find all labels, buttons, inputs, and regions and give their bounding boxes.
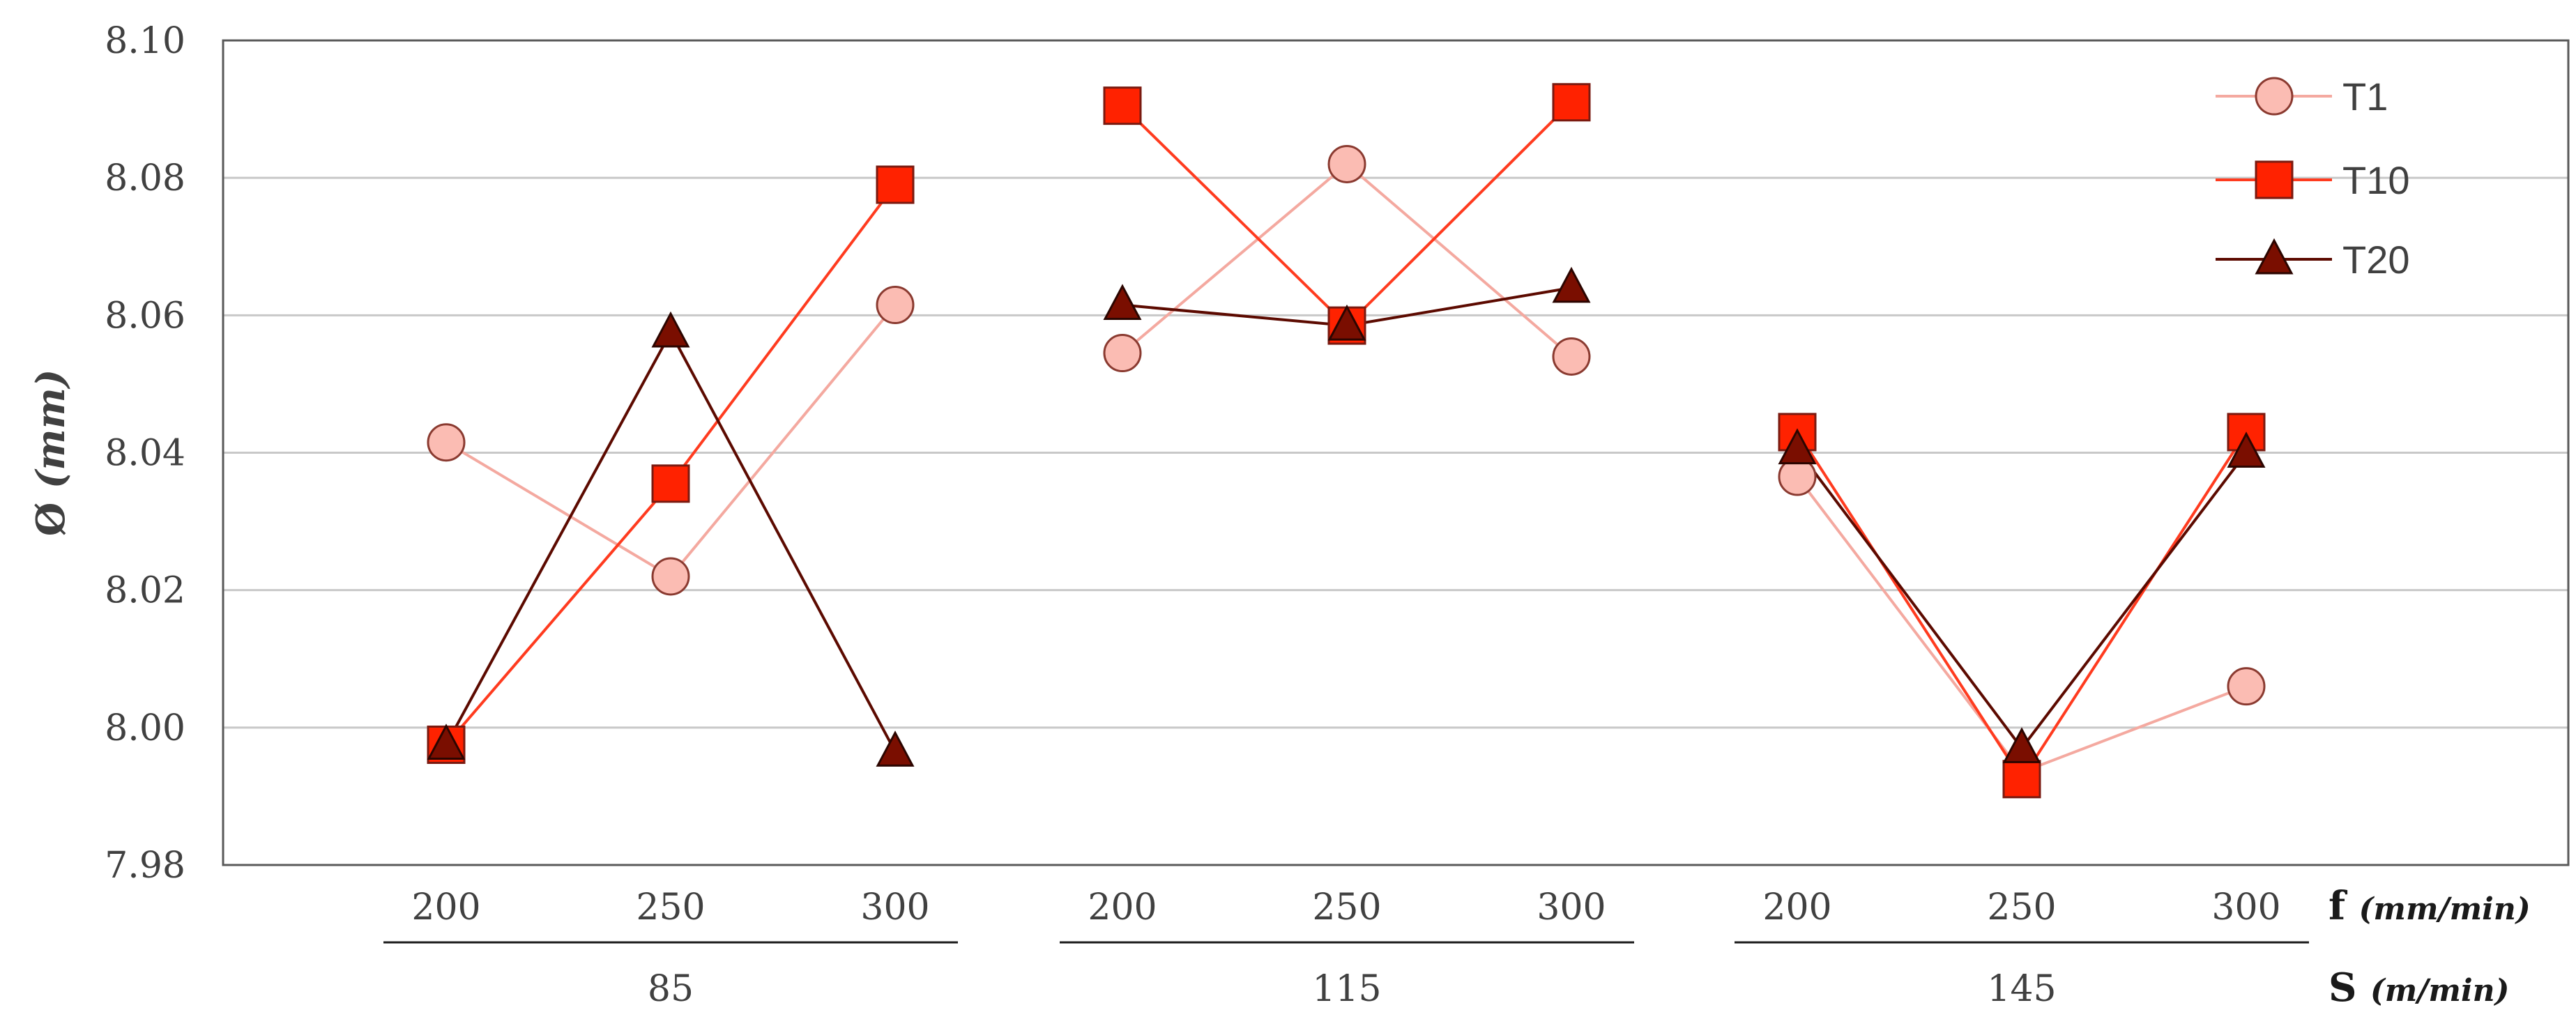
series-layer xyxy=(427,83,2266,799)
data-point-t10 xyxy=(651,464,690,503)
data-point-t10 xyxy=(1552,83,1591,122)
legend-label: T10 xyxy=(2342,158,2410,202)
y-tick-labels: 7.98 8.00 8.02 8.04 8.06 8.08 8.10 xyxy=(105,20,185,887)
data-point-t20 xyxy=(1552,266,1591,303)
legend-marker xyxy=(2255,77,2294,116)
legend-marker xyxy=(2255,238,2294,275)
y-tick-label: 8.10 xyxy=(105,20,185,62)
x-tick-label: 200 xyxy=(1762,887,1831,928)
y-axis-label: Ø (mm) xyxy=(28,369,74,537)
data-point-t1 xyxy=(2227,667,2266,706)
data-point-t20 xyxy=(876,730,915,767)
x-tick-label: 200 xyxy=(411,887,480,928)
data-point-t1 xyxy=(1552,337,1591,376)
group-label: 145 xyxy=(1987,968,2056,1010)
markers-t20 xyxy=(427,266,2266,767)
x-tick-labels: 200 250 300 200 250 300 200 250 300 xyxy=(411,887,2280,928)
series-line-t10 xyxy=(1121,101,1573,328)
x-inner-axis-title: f (mm/min) xyxy=(2329,883,2531,929)
series-line-t20 xyxy=(1796,448,2248,751)
x-tick-label: 300 xyxy=(2211,887,2280,928)
y-axis-symbol: Ø xyxy=(28,489,74,536)
y-tick-label: 8.00 xyxy=(105,707,185,749)
plot-area xyxy=(222,39,2570,866)
data-point-t20 xyxy=(427,723,466,760)
x-tick-label: 250 xyxy=(636,887,705,928)
group-labels: 85 115 145 f (mm/min) S (m/min) xyxy=(383,883,2531,1011)
data-point-t1 xyxy=(427,423,466,462)
data-point-t1 xyxy=(1327,144,1366,183)
x-tick-label: 300 xyxy=(1537,887,1606,928)
legend-marker xyxy=(2255,160,2294,199)
y-tick-label: 8.04 xyxy=(105,433,185,475)
data-point-t1 xyxy=(1103,334,1142,373)
data-point-t20 xyxy=(651,311,690,348)
data-point-t20 xyxy=(1103,284,1142,321)
y-axis-unit: (mm) xyxy=(28,369,74,489)
y-axis-title: Ø (mm) xyxy=(28,369,74,537)
data-point-t20 xyxy=(2227,431,2266,468)
x-outer-axis-symbol: S xyxy=(2329,965,2370,1011)
legend-label: T1 xyxy=(2342,75,2388,118)
x-outer-axis-title: S (m/min) xyxy=(2329,965,2509,1011)
x-tick-label: 250 xyxy=(1312,887,1381,928)
series-line-t20 xyxy=(445,329,897,753)
x-inner-axis-symbol: f xyxy=(2329,883,2359,929)
legend-item-t1: T1 xyxy=(2216,75,2388,118)
grid-layer xyxy=(223,176,2568,729)
x-tick-label: 250 xyxy=(1987,887,2056,928)
x-tick-label: 300 xyxy=(860,887,929,928)
markers-t1 xyxy=(427,144,2266,792)
series-t10 xyxy=(445,101,2248,782)
data-point-t10 xyxy=(2002,760,2041,799)
legend-label: T20 xyxy=(2342,238,2410,282)
x-inner-axis-unit: (mm/min) xyxy=(2359,891,2531,927)
x-tick-label: 200 xyxy=(1088,887,1157,928)
legend-item-t20: T20 xyxy=(2216,238,2410,282)
data-point-t20 xyxy=(1778,428,1817,465)
data-point-t1 xyxy=(876,286,915,325)
data-point-t20 xyxy=(2002,727,2041,763)
data-point-t10 xyxy=(876,165,915,204)
x-outer-axis-unit: (m/min) xyxy=(2370,973,2510,1009)
data-point-t10 xyxy=(1103,86,1142,125)
data-point-t20 xyxy=(1327,304,1366,341)
y-tick-label: 8.08 xyxy=(105,158,185,199)
series-t1 xyxy=(445,162,2247,774)
y-tick-label: 8.06 xyxy=(105,295,185,337)
group-label: 85 xyxy=(648,968,694,1010)
data-point-t1 xyxy=(651,557,690,596)
y-tick-label: 8.02 xyxy=(105,570,185,612)
legend-item-t10: T10 xyxy=(2216,158,2410,202)
group-label: 115 xyxy=(1312,968,1381,1010)
legend: T1 T10 T20 xyxy=(2216,75,2410,282)
y-tick-label: 7.98 xyxy=(105,845,185,887)
